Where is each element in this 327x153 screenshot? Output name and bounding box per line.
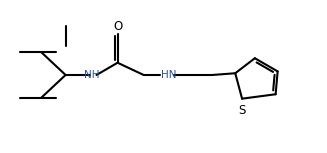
- Text: S: S: [238, 104, 245, 117]
- Text: O: O: [113, 21, 122, 33]
- Text: NH: NH: [84, 70, 100, 80]
- Text: HN: HN: [161, 70, 177, 80]
